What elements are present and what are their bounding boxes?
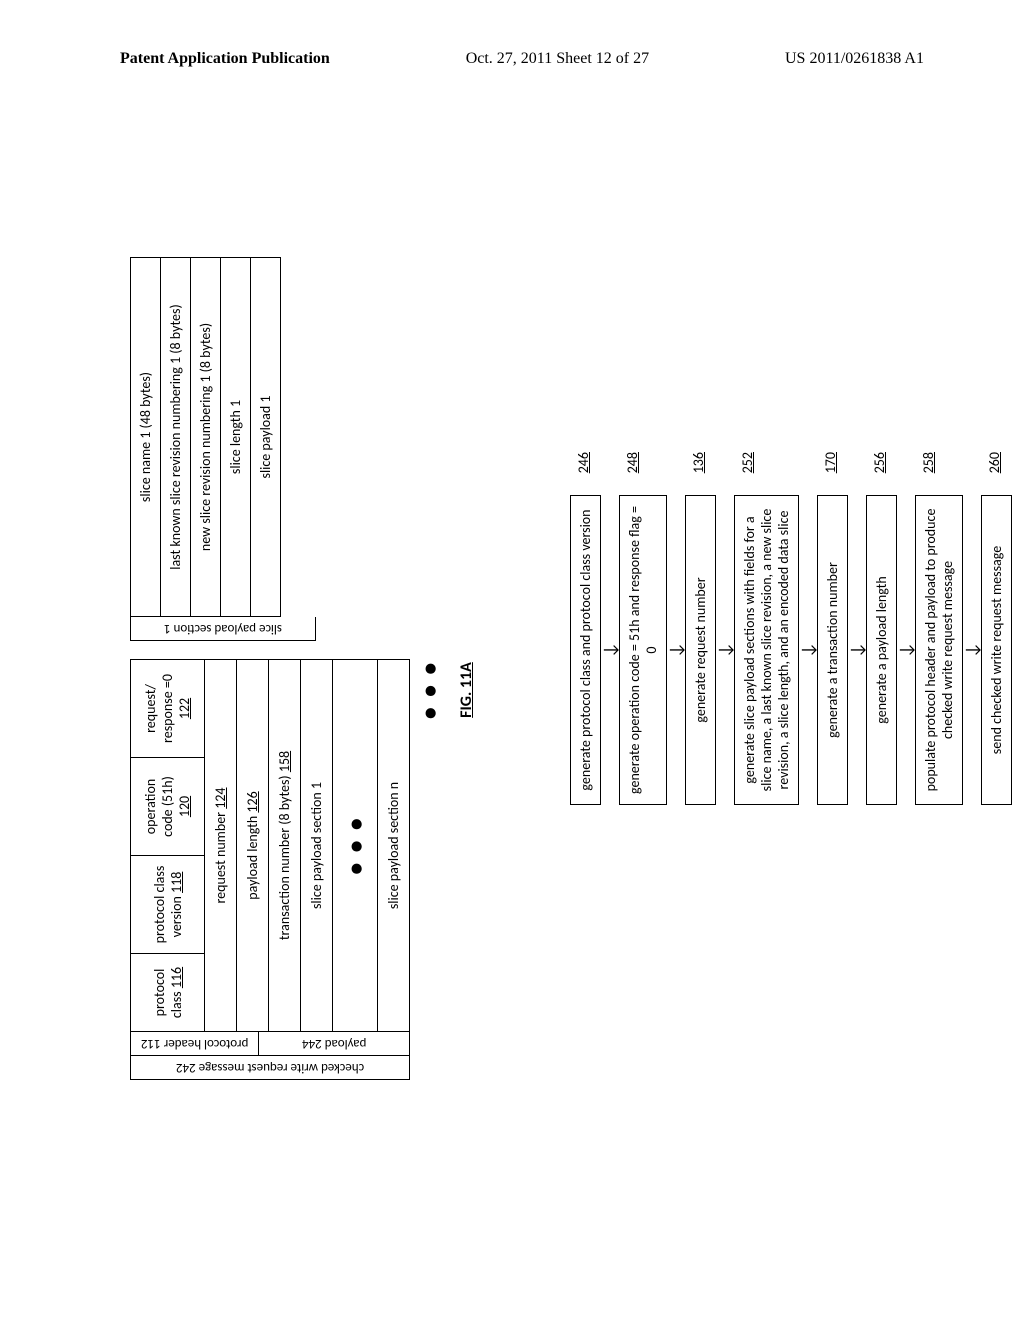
fig-11a-rotated: checked write request message 242 protoc… [130,220,476,1080]
row-slice-length: slice length 1 [221,257,251,617]
figure-content: checked write request message 242 protoc… [130,220,910,1100]
section-table-wrap: slice payload section 1 slice name 1 (48… [130,257,316,641]
header-vlabel: protocol header 112 [139,1034,250,1053]
fig-11a-label: FIG. 11A [457,300,476,1080]
step-num: 260 [986,452,1003,473]
cell-transaction-number: transaction number (8 bytes) 158 [269,660,301,1032]
step-text: generate a transaction number [824,562,841,738]
arrow-icon: ↓ [850,642,864,658]
step-252: 252generate slice payload sections with … [734,495,799,805]
cell-payload-length: payload length 126 [237,660,269,1032]
cell-slice-payload-1: slice payload section 1 [301,660,333,1032]
step-246: 246generate protocol class and protocol … [570,495,601,805]
section-vlabel: slice payload section 1 [162,619,284,638]
section-trailing-dots: ● ● ● [416,300,443,1080]
step-text: generate a payload length [873,576,890,723]
step-136: 136generate request number [685,495,716,805]
step-text: send checked write request message [988,546,1005,754]
header-right: US 2011/0261838 A1 [785,50,924,68]
inner-vlabels: protocol header 112 payload 244 [130,1032,410,1056]
step-num: 136 [690,452,707,473]
step-num: 170 [822,452,839,473]
arrow-icon: ↓ [603,642,617,658]
row-last-known: last known slice revision numbering 1 (8… [161,257,191,617]
cell-request-response: request/ response =0 122 [131,660,205,758]
cell-slice-payload-n: slice payload section n [377,660,409,1032]
arrow-icon: ↓ [801,642,815,658]
fig-11a-column: checked write request message 242 protoc… [130,220,570,1100]
step-248: 248generate operation code = 51h and res… [619,495,667,805]
step-256: 256generate a payload length [866,495,897,805]
section-table: slice name 1 (48 bytes) last known slice… [130,257,316,617]
step-num: 258 [920,452,937,473]
flowchart: 246generate protocol class and protocol … [570,485,1012,815]
message-table-wrap: checked write request message 242 protoc… [130,659,410,1080]
step-258: 258populate protocol header and payload … [915,495,963,805]
arrow-icon: ↓ [669,642,683,658]
step-num: 246 [575,452,592,473]
cell-dots: ● ● ● [333,660,377,1032]
step-260: 260send checked write request message [981,495,1012,805]
arrow-icon: ↓ [718,642,732,658]
cell-protocol-class: protocol class 116 [131,954,205,1032]
step-text: generate request number [692,577,709,722]
cell-request-number: request number 124 [205,660,237,1032]
step-text: generate slice payload sections with fie… [741,509,792,792]
step-170: 170generate a transaction number [817,495,848,805]
fig-11b-rotated: 246 generate protocol class and protocol … [570,220,1024,1080]
header-left: Patent Application Publication [120,50,330,68]
step-text: populate protocol header and payload to … [922,509,956,792]
arrow-icon: ↓ [965,642,979,658]
payload-vlabel: payload 244 [300,1034,368,1053]
step-text: generate protocol class and protocol cla… [577,509,594,790]
fig-11b-column: 246 generate protocol class and protocol … [570,220,910,1100]
row-slice-name: slice name 1 (48 bytes) [130,257,161,617]
header-center: Oct. 27, 2011 Sheet 12 of 27 [466,50,649,68]
step-num: 248 [624,452,641,473]
step-num: 256 [871,452,888,473]
step-text: generate operation code = 51h and respon… [626,506,660,794]
arrow-icon: ↓ [899,642,913,658]
message-table: protocol class 116 protocol class versio… [130,659,410,1032]
section-vlabel-box: slice payload section 1 [130,617,316,641]
outer-label: checked write request message 242 [174,1058,366,1077]
cell-operation-code: operation code (51h) 120 [131,758,205,856]
cell-protocol-class-version: protocol class version 118 [131,856,205,954]
step-num: 252 [739,452,756,473]
row-slice-payload: slice payload 1 [251,257,281,617]
page-header: Patent Application Publication Oct. 27, … [0,50,1024,68]
outer-vlabel: checked write request message 242 [130,1056,410,1080]
row-new-rev: new slice revision numbering 1 (8 bytes) [191,257,221,617]
